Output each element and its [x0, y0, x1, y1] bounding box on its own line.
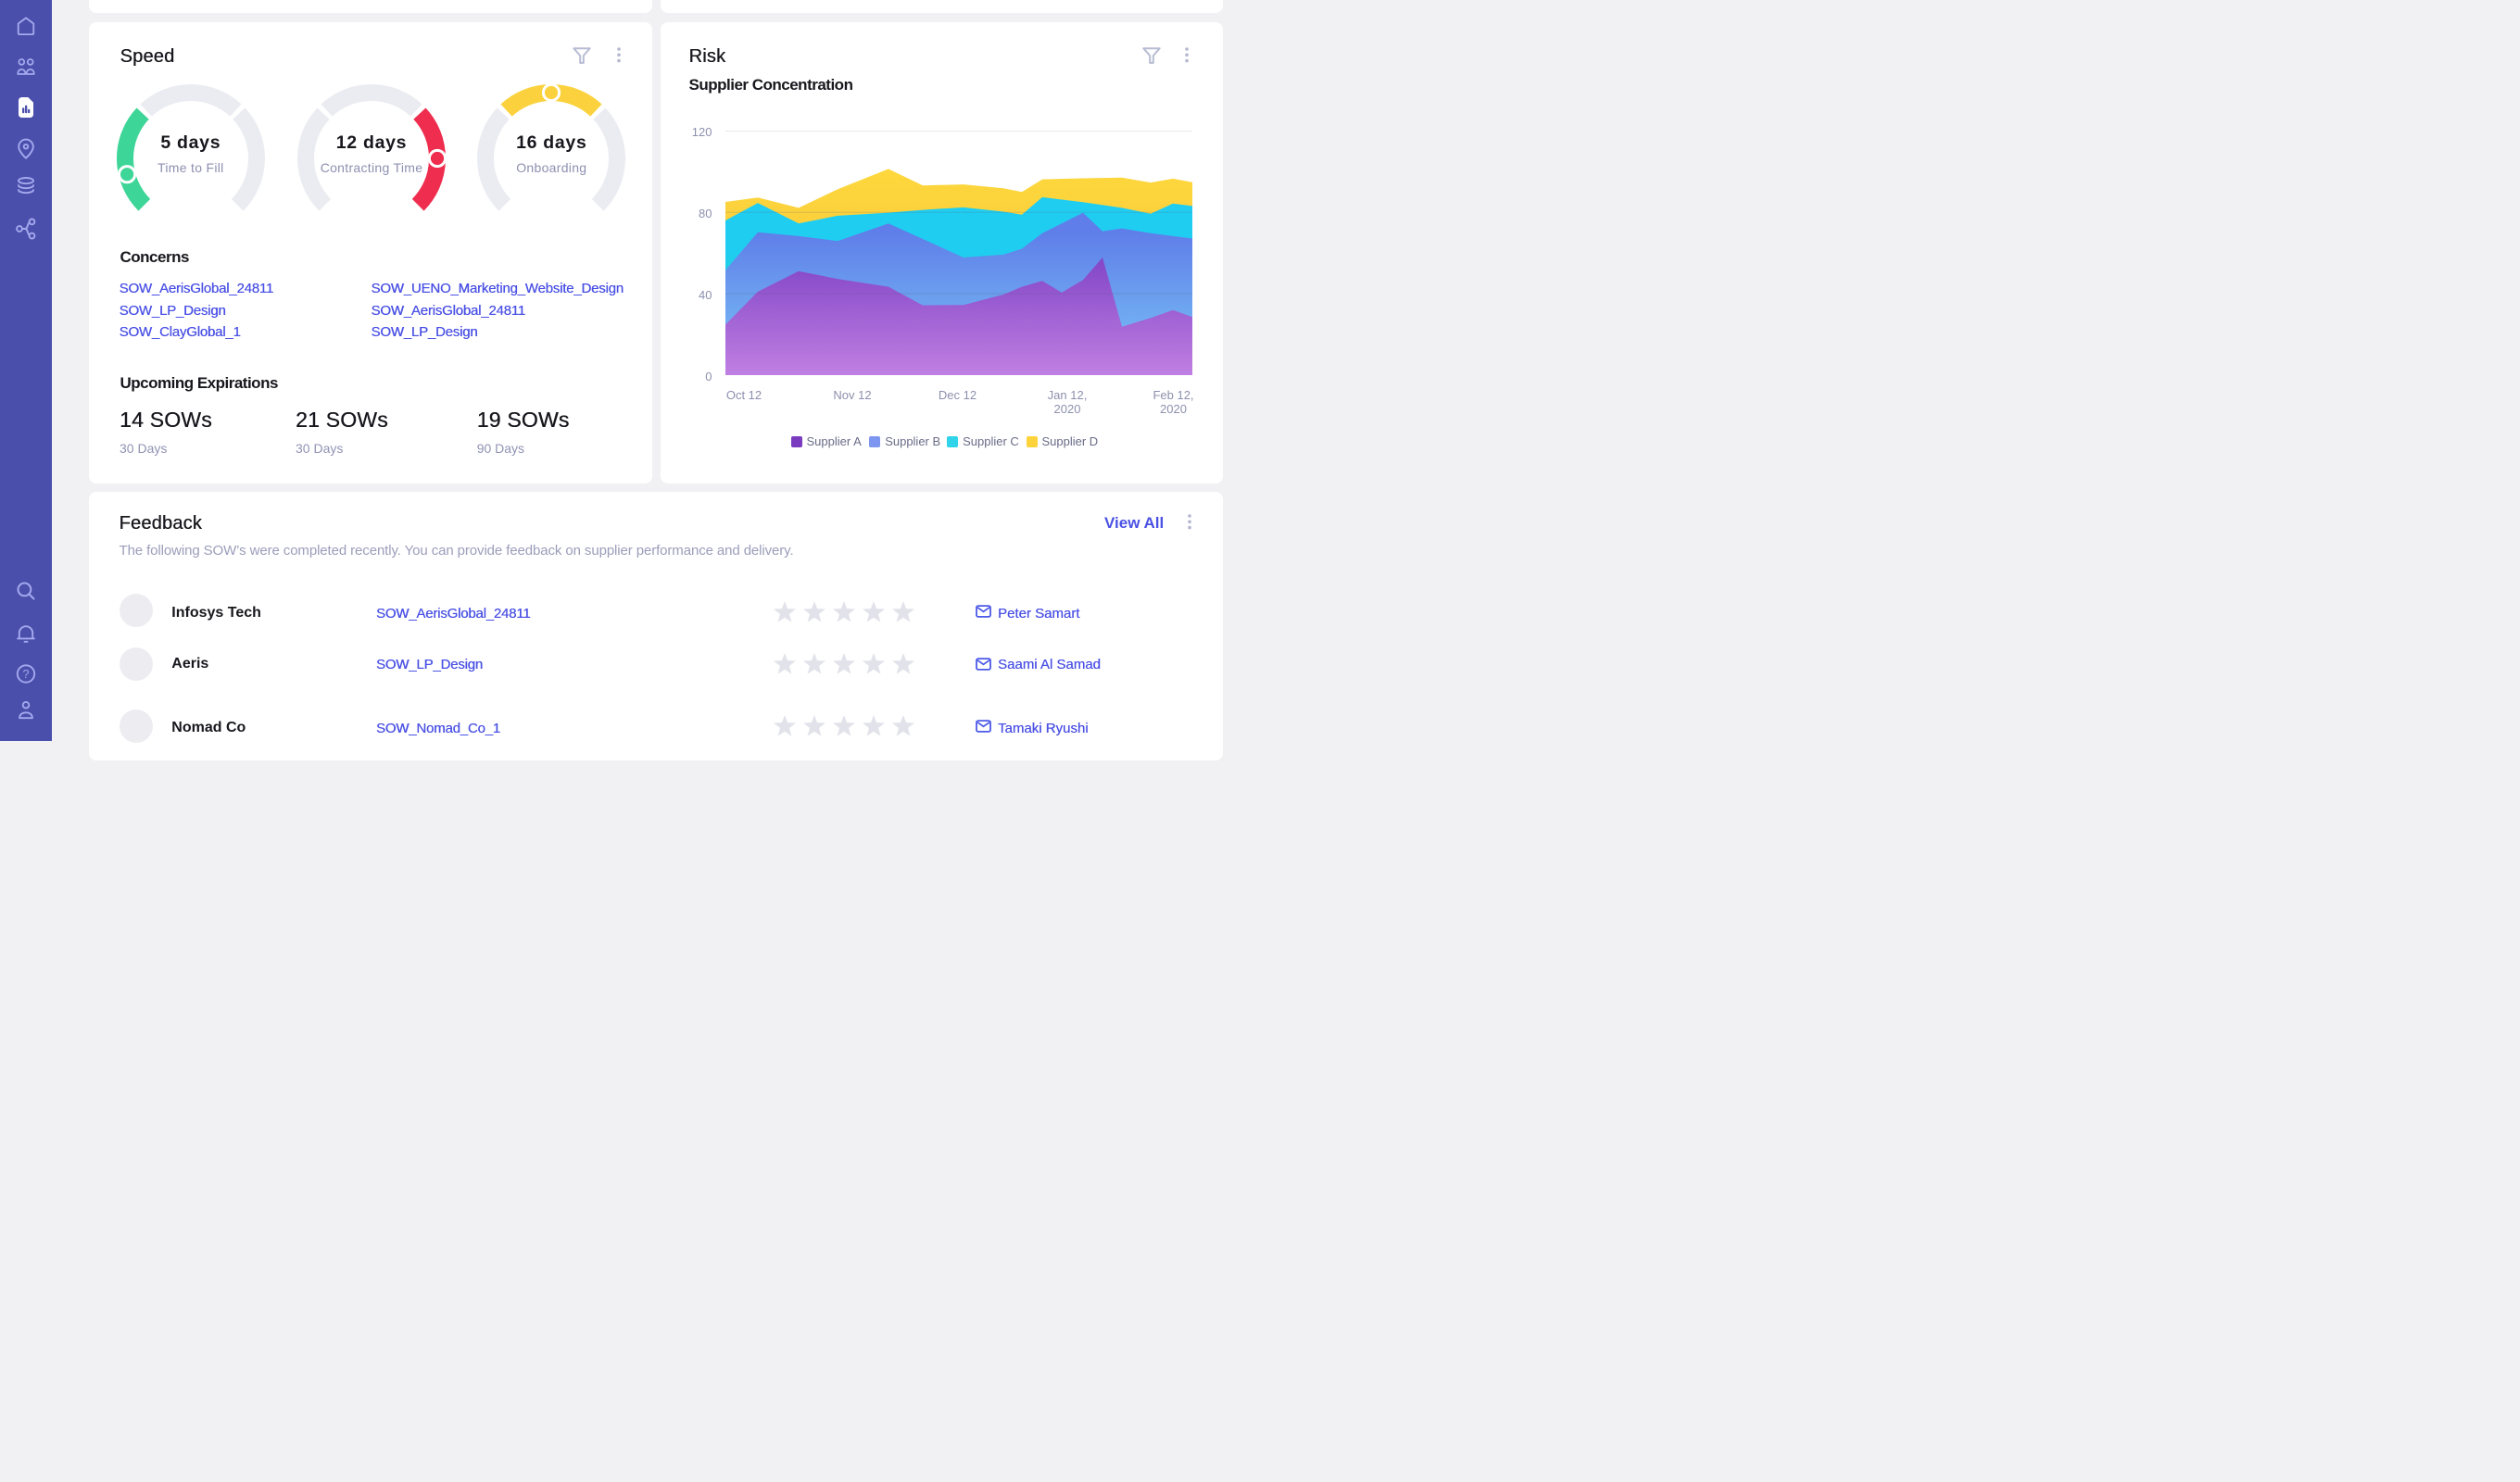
svg-text:?: ?	[23, 668, 30, 681]
